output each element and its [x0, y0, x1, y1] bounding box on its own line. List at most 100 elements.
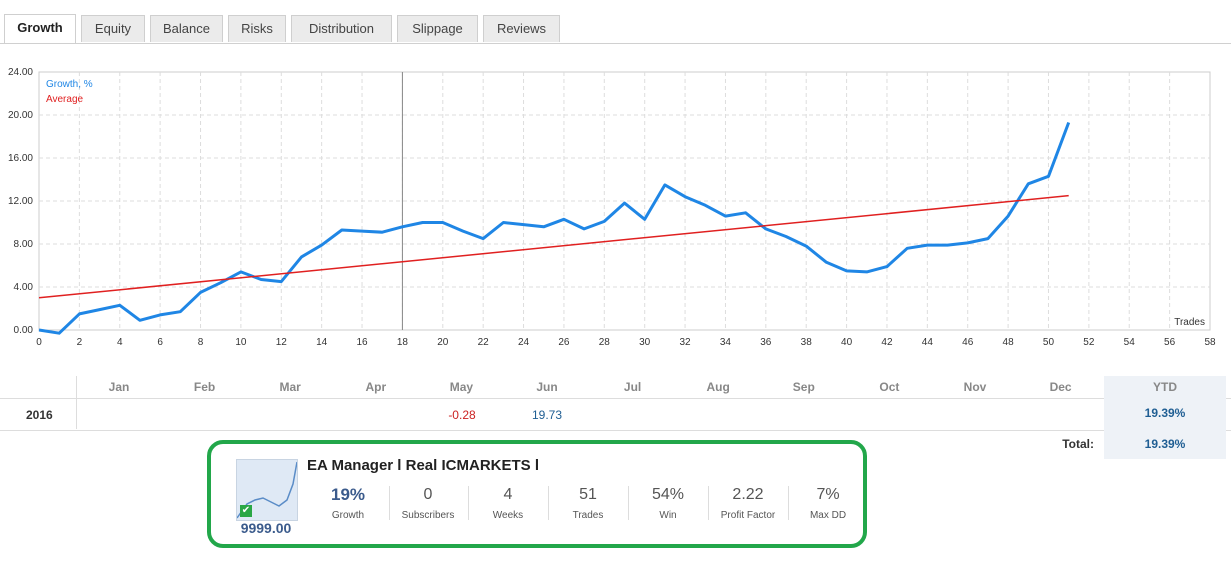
signal-title[interactable]: EA Manager l Real ICMARKETS l: [307, 457, 539, 474]
signal-card[interactable]: ✔ 9999.00 EA Manager l Real ICMARKETS l …: [207, 440, 867, 548]
month-header-mar: Mar: [279, 380, 301, 394]
signal-thumbnail[interactable]: ✔: [236, 459, 298, 521]
stat-divider: [628, 486, 629, 520]
growth-series-line: [38, 121, 1071, 335]
stat-label: Weeks: [492, 510, 524, 521]
y-tick-label: 8.00: [14, 239, 34, 250]
x-tick-label: 50: [1043, 337, 1055, 348]
table-header-row: Jan Feb Mar Apr May Jun Jul Aug Sep Oct Nov Dec: [0, 376, 1231, 398]
month-header-sep: Sep: [792, 380, 815, 394]
x-tick-label: 0: [36, 337, 42, 348]
x-tick-label: 40: [841, 337, 853, 348]
tab-growth[interactable]: Growth: [4, 14, 76, 43]
stat-trades: 51 Trades: [548, 484, 628, 521]
tab-risks[interactable]: Risks: [228, 15, 286, 42]
y-tick-label: 0.00: [14, 325, 34, 336]
stat-label: Win: [659, 510, 677, 521]
stat-divider: [468, 486, 469, 520]
stat-value: 2.22: [732, 486, 764, 503]
tab-slippage[interactable]: Slippage: [397, 15, 478, 42]
stat-value: 51: [579, 486, 597, 503]
x-tick-label: 2: [77, 337, 83, 348]
stat-label: Growth: [331, 510, 365, 521]
x-tick-label: 28: [599, 337, 611, 348]
x-tick-label: 42: [881, 337, 893, 348]
y-tick-label: 16.00: [8, 153, 33, 164]
stat-label: Max DD: [809, 510, 847, 521]
x-tick-label: 22: [478, 337, 490, 348]
y-tick-label: 20.00: [8, 110, 33, 121]
verified-check-icon: ✔: [240, 505, 252, 517]
x-tick-label: 6: [157, 337, 163, 348]
stat-weeks: 4 Weeks: [468, 484, 548, 521]
tab-bar: Growth Equity Balance Risks Distribution…: [0, 0, 1231, 44]
ytd-value: 19.39%: [1104, 398, 1226, 429]
x-tick-label: 52: [1083, 337, 1095, 348]
growth-chart: 0 2 4 6 8 10 12 14 16 18 20 22 24 26 28 30 32 34 36 38 40 42 4…: [8, 67, 1216, 348]
y-tick-label: 12.00: [8, 196, 33, 207]
total-value: 19.39%: [1104, 429, 1226, 459]
x-tick-label: 48: [1003, 337, 1015, 348]
x-tick-label: 54: [1124, 337, 1136, 348]
month-header-apr: Apr: [365, 380, 387, 394]
stat-max-dd: 7% Max DD: [788, 484, 868, 521]
x-tick-label: 8: [198, 337, 204, 348]
x-tick-label: 12: [276, 337, 288, 348]
stat-divider: [389, 486, 390, 520]
x-tick-label: 34: [720, 337, 732, 348]
x-tick-label: 18: [397, 337, 409, 348]
stat-label: Trades: [572, 510, 604, 521]
x-tick-label: 16: [356, 337, 368, 348]
stat-divider: [788, 486, 789, 520]
x-tick-label: 36: [760, 337, 772, 348]
x-tick-label: 58: [1204, 337, 1216, 348]
x-tick-label: 4: [117, 337, 123, 348]
x-tick-label: 30: [639, 337, 651, 348]
signal-price: 9999.00: [240, 520, 292, 536]
stat-win: 54% Win: [628, 484, 708, 521]
month-value-may: -0.28: [448, 408, 476, 422]
y-tick-label: 4.00: [14, 282, 34, 293]
tab-distribution[interactable]: Distribution: [291, 15, 392, 42]
stat-value: 54%: [651, 486, 685, 503]
month-header-jul: Jul: [623, 380, 642, 394]
stat-label: Profit Factor: [720, 510, 776, 521]
x-tick-label: 20: [437, 337, 449, 348]
tab-balance[interactable]: Balance: [150, 15, 223, 42]
x-tick-label: 44: [922, 337, 934, 348]
legend-average: Average: [46, 94, 84, 105]
table-divider: [76, 376, 77, 429]
year-label: 2016: [26, 408, 53, 422]
x-tick-label: 26: [558, 337, 570, 348]
stat-value: 19%: [330, 485, 366, 504]
x-tick-label: 46: [962, 337, 974, 348]
ytd-header: YTD: [1104, 376, 1226, 398]
average-series-line: [38, 194, 1069, 299]
y-tick-label: 24.00: [8, 67, 33, 78]
stat-subscribers: 0 Subscribers: [388, 484, 468, 521]
month-value-jun: 19.73: [531, 408, 563, 422]
month-header-jun: Jun: [536, 380, 558, 394]
x-tick-label: 32: [680, 337, 692, 348]
mini-growth-chart: [236, 461, 298, 519]
x-tick-label: 24: [518, 337, 530, 348]
table-row: 2016 -0.28 19.73: [0, 398, 1231, 431]
month-header-aug: Aug: [706, 380, 730, 394]
x-tick-label: 38: [801, 337, 813, 348]
month-header-dec: Dec: [1049, 380, 1072, 394]
legend-growth: Growth, %: [46, 79, 93, 90]
month-header-nov: Nov: [963, 380, 987, 394]
total-label: Total:: [1062, 437, 1094, 451]
x-tick-label: 10: [235, 337, 247, 348]
tab-reviews[interactable]: Reviews: [483, 15, 560, 42]
x-tick-label: 56: [1164, 337, 1176, 348]
x-axis-label: Trades: [1174, 317, 1205, 328]
stat-profit-factor: 2.22 Profit Factor: [708, 484, 788, 521]
stat-value: 4: [503, 486, 513, 503]
tab-equity[interactable]: Equity: [81, 15, 145, 42]
stat-divider: [708, 486, 709, 520]
month-header-jan: Jan: [108, 380, 130, 394]
stat-divider: [548, 486, 549, 520]
month-header-may: May: [449, 380, 474, 394]
month-header-oct: Oct: [879, 380, 900, 394]
